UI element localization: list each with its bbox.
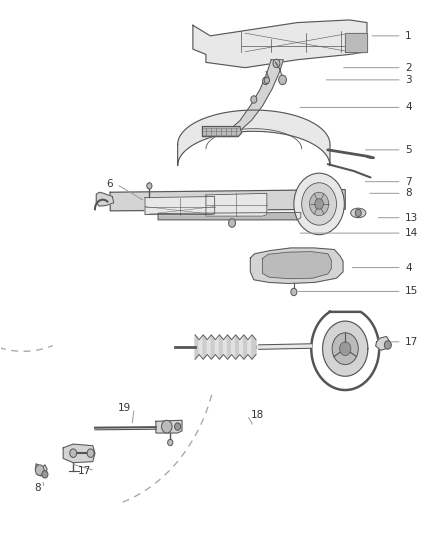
Polygon shape [251,248,343,284]
Polygon shape [376,336,390,350]
Polygon shape [145,197,215,215]
Polygon shape [195,335,199,359]
Polygon shape [232,335,236,359]
Circle shape [70,449,77,457]
Circle shape [302,183,336,225]
Polygon shape [215,335,219,359]
Text: 6: 6 [106,179,113,189]
Text: 17: 17 [405,337,419,347]
Polygon shape [207,335,211,359]
Polygon shape [156,420,182,433]
Circle shape [315,199,323,209]
Circle shape [264,77,269,84]
Polygon shape [199,335,203,359]
Circle shape [162,420,172,433]
Text: 7: 7 [405,176,412,187]
Circle shape [251,96,257,103]
Polygon shape [223,335,228,359]
Polygon shape [158,213,301,220]
Polygon shape [244,335,248,359]
Polygon shape [96,192,114,206]
Circle shape [175,423,181,430]
Text: 18: 18 [251,410,264,420]
Circle shape [332,333,358,365]
Circle shape [229,219,236,227]
Polygon shape [206,193,267,216]
Text: 15: 15 [405,286,419,296]
Circle shape [355,209,361,216]
Text: 1: 1 [405,31,412,41]
Text: 14: 14 [405,228,419,238]
Polygon shape [203,335,207,359]
Polygon shape [236,335,240,359]
Circle shape [294,173,344,235]
Polygon shape [262,252,331,279]
Text: 2: 2 [405,63,412,72]
Polygon shape [228,60,283,131]
Polygon shape [211,335,215,359]
Circle shape [279,75,286,85]
Text: 8: 8 [34,483,41,493]
Polygon shape [240,335,244,359]
Polygon shape [228,335,232,359]
Text: 5: 5 [405,145,412,155]
Text: 13: 13 [405,213,419,223]
Circle shape [262,77,268,85]
Text: 4: 4 [405,263,412,272]
Polygon shape [193,20,367,68]
Polygon shape [63,444,95,463]
Text: 17: 17 [78,466,92,475]
Text: 4: 4 [405,102,412,112]
Circle shape [310,192,328,216]
Polygon shape [219,335,223,359]
Circle shape [291,288,297,296]
Circle shape [168,439,173,446]
Circle shape [339,342,351,356]
Circle shape [147,183,152,189]
Polygon shape [178,110,330,166]
Polygon shape [248,335,252,359]
Circle shape [87,449,94,457]
Polygon shape [202,126,242,136]
Text: 8: 8 [405,188,412,198]
Text: 3: 3 [405,75,412,85]
Polygon shape [252,335,256,359]
Polygon shape [323,321,368,376]
Circle shape [273,59,280,68]
Polygon shape [35,464,47,476]
Circle shape [42,471,48,478]
Polygon shape [345,33,367,52]
Ellipse shape [351,208,366,217]
Circle shape [35,465,44,475]
Polygon shape [110,190,345,211]
Circle shape [385,341,391,349]
Text: 19: 19 [117,403,131,413]
